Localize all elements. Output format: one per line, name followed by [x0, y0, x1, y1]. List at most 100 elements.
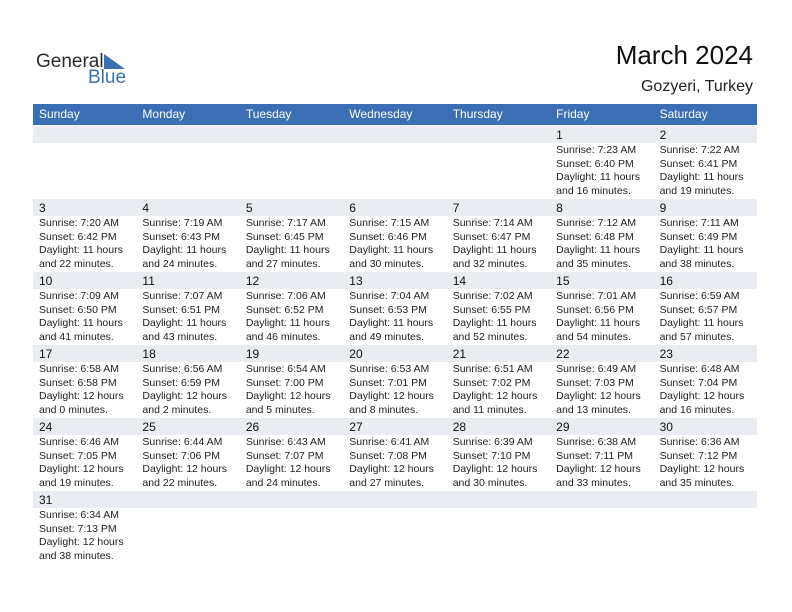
day-number: 19: [245, 347, 260, 361]
day-info: Sunrise: 7:14 AM: [452, 217, 533, 229]
day-info: Sunrise: 7:20 AM: [39, 217, 119, 229]
day-info: Sunset: 6:41 PM: [659, 157, 738, 170]
date-band: [33, 418, 757, 435]
day-info: Sunrise: 7:02 AM: [452, 290, 533, 302]
day-info: Sunset: 7:12 PM: [659, 449, 738, 462]
day-info: Sunset: 6:40 PM: [556, 157, 634, 170]
weekday: Thursday: [452, 107, 503, 121]
day-info: and 13 minutes.: [556, 403, 631, 416]
day-info: Daylight: 11 hours: [142, 317, 227, 329]
day-info: Sunrise: 6:34 AM: [39, 509, 119, 521]
day-info: Daylight: 11 hours: [142, 244, 227, 256]
day-number: 1: [556, 128, 563, 142]
day-info: Sunrise: 6:36 AM: [659, 436, 740, 448]
day-number: 16: [659, 274, 673, 288]
day-info: Daylight: 12 hours: [349, 463, 434, 475]
day-info: Sunset: 6:43 PM: [142, 230, 221, 243]
day-number: 10: [39, 274, 53, 288]
logo-blue: Blue: [88, 67, 127, 88]
weekday: Sunday: [39, 107, 80, 121]
day-info: Sunset: 7:05 PM: [39, 449, 117, 462]
day-info: Daylight: 11 hours: [659, 244, 744, 256]
day-info: Sunset: 6:52 PM: [245, 303, 324, 316]
day-info: Sunrise: 6:51 AM: [452, 363, 533, 375]
day-info: and 30 minutes.: [349, 257, 424, 270]
weekday: Wednesday: [349, 107, 413, 121]
day-info: Daylight: 12 hours: [659, 463, 745, 475]
day-info: and 30 minutes.: [452, 476, 528, 489]
day-info: and 2 minutes.: [142, 403, 212, 416]
day-info: and 0 minutes.: [39, 403, 108, 416]
day-number: 13: [349, 274, 363, 288]
day-info: Sunrise: 6:49 AM: [556, 363, 637, 375]
day-info: Sunrise: 6:58 AM: [39, 363, 119, 375]
day-info: and 32 minutes.: [452, 257, 528, 270]
day-info: Daylight: 12 hours: [39, 390, 124, 402]
day-number: 30: [659, 420, 673, 434]
logo-general: General: [36, 51, 104, 72]
day-number: 9: [659, 201, 667, 215]
day-info: Sunset: 7:13 PM: [39, 522, 117, 535]
date-band: [33, 126, 757, 143]
day-info: and 49 minutes.: [349, 330, 424, 343]
day-number: 18: [142, 347, 156, 361]
day-info: Sunrise: 7:22 AM: [659, 144, 740, 156]
day-info: Daylight: 11 hours: [349, 244, 434, 256]
day-info: Sunrise: 7:12 AM: [556, 217, 637, 229]
header-bar: [33, 104, 757, 125]
day-number: 24: [39, 420, 53, 434]
day-info: and 52 minutes.: [452, 330, 528, 343]
day-info: Daylight: 11 hours: [39, 244, 123, 256]
day-info: Sunset: 6:58 PM: [39, 376, 117, 389]
day-info: Sunrise: 6:41 AM: [349, 436, 430, 448]
day-info: Sunset: 7:07 PM: [245, 449, 324, 462]
day-info: Daylight: 12 hours: [452, 463, 538, 475]
day-number: 26: [245, 420, 260, 434]
day-info: Sunrise: 7:01 AM: [556, 290, 637, 302]
day-number: 22: [556, 347, 570, 361]
day-number: 3: [39, 201, 46, 215]
day-info: Sunrise: 7:23 AM: [556, 144, 637, 156]
day-info: Sunset: 7:03 PM: [556, 376, 634, 389]
day-info: Sunrise: 7:11 AM: [659, 217, 739, 229]
date-band: [33, 199, 757, 216]
day-info: and 38 minutes.: [39, 549, 114, 562]
day-info: Sunset: 6:53 PM: [349, 303, 427, 316]
day-info: Daylight: 11 hours: [659, 171, 744, 183]
day-number: 27: [349, 420, 363, 434]
day-info: Daylight: 12 hours: [245, 390, 331, 402]
day-info: Sunrise: 7:09 AM: [39, 290, 119, 302]
day-number: 5: [245, 201, 253, 215]
day-number: 23: [659, 347, 673, 361]
day-info: Sunrise: 6:53 AM: [349, 363, 430, 375]
day-info: Sunset: 7:01 PM: [349, 376, 427, 389]
day-info: Sunset: 6:45 PM: [245, 230, 324, 243]
day-info: Daylight: 12 hours: [39, 463, 124, 475]
day-info: Daylight: 12 hours: [245, 463, 331, 475]
day-info: Sunset: 7:11 PM: [556, 449, 633, 462]
day-info: Daylight: 12 hours: [349, 390, 434, 402]
day-info: Sunset: 7:02 PM: [452, 376, 531, 389]
day-info: and 27 minutes.: [349, 476, 424, 489]
day-info: Sunset: 6:49 PM: [659, 230, 738, 243]
day-info: and 35 minutes.: [659, 476, 735, 489]
day-info: Sunset: 6:47 PM: [452, 230, 531, 243]
day-number: 25: [142, 420, 156, 434]
day-info: Daylight: 11 hours: [245, 244, 330, 256]
day-number: 12: [245, 274, 260, 288]
day-info: Sunset: 7:00 PM: [245, 376, 324, 389]
day-info: Sunset: 6:50 PM: [39, 303, 117, 316]
day-info: Sunrise: 7:07 AM: [142, 290, 223, 302]
day-info: Sunset: 7:08 PM: [349, 449, 427, 462]
date-band: [33, 272, 757, 289]
day-info: Daylight: 11 hours: [452, 244, 537, 256]
day-info: Daylight: 12 hours: [659, 390, 745, 402]
day-info: and 54 minutes.: [556, 330, 631, 343]
day-number: 29: [556, 420, 570, 434]
day-info: Sunset: 6:57 PM: [659, 303, 738, 316]
day-info: and 19 minutes.: [39, 476, 114, 489]
day-info: and 16 minutes.: [556, 184, 631, 197]
day-info: Daylight: 11 hours: [452, 317, 537, 329]
day-info: Sunrise: 6:54 AM: [245, 363, 326, 375]
day-info: Daylight: 11 hours: [556, 317, 640, 329]
